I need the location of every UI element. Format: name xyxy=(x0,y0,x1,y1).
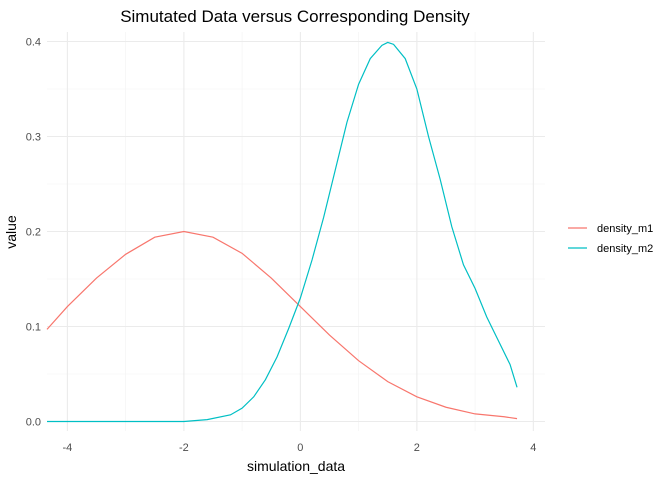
y-tick-label: 0.3 xyxy=(26,132,41,144)
y-axis-title: value xyxy=(3,215,19,249)
chart-title: Simutated Data versus Corresponding Dens… xyxy=(120,7,470,26)
legend-label-density_m2: density_m2 xyxy=(597,243,653,255)
x-tick-labels: -4 -2 0 2 4 xyxy=(62,442,536,454)
x-axis-title: simulation_data xyxy=(247,458,345,474)
x-tick-label: 2 xyxy=(414,442,420,454)
y-tick-label: 0.1 xyxy=(26,322,41,334)
series-line-density_m1 xyxy=(46,230,518,420)
y-tick-labels: 0.0 0.1 0.2 0.3 0.4 xyxy=(26,37,41,429)
y-tick-label: 0.0 xyxy=(26,417,41,429)
x-tick-label: 4 xyxy=(530,442,536,454)
series-line-density_m2 xyxy=(47,41,518,423)
legend-label-density_m1: density_m1 xyxy=(597,223,653,235)
y-tick-label: 0.2 xyxy=(26,227,41,239)
grid xyxy=(47,32,545,431)
y-tick-label: 0.4 xyxy=(26,37,41,49)
legend: density_m1 density_m2 xyxy=(568,223,653,255)
x-tick-label: 0 xyxy=(297,442,303,454)
x-tick-label: -2 xyxy=(179,442,189,454)
x-tick-label: -4 xyxy=(62,442,72,454)
series-lines xyxy=(46,41,518,423)
